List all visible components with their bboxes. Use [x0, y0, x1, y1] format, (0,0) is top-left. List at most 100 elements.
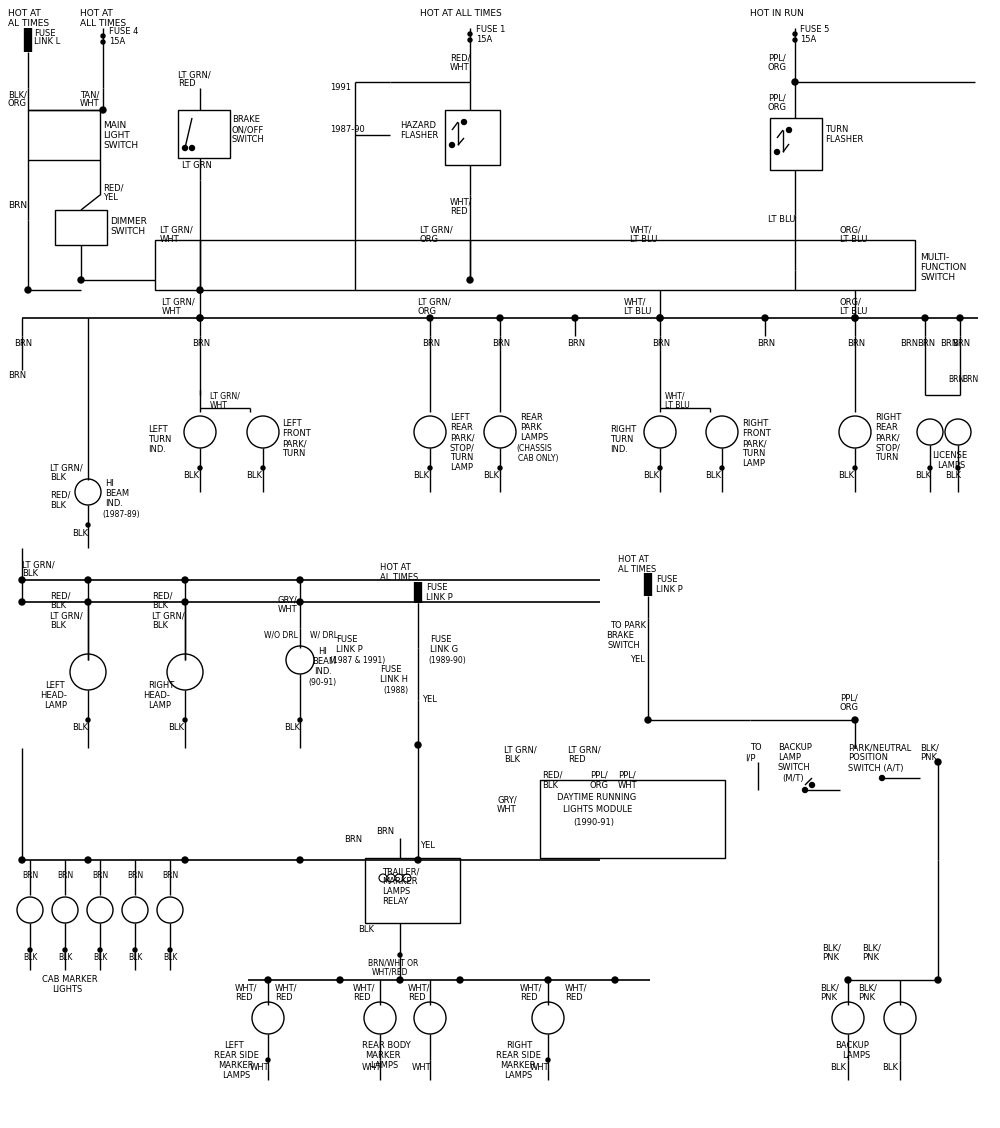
Text: BRN: BRN	[847, 340, 865, 349]
Circle shape	[364, 1002, 396, 1034]
Text: LT GRN/: LT GRN/	[160, 226, 193, 235]
Text: BRN: BRN	[757, 340, 775, 349]
Circle shape	[853, 466, 857, 470]
Text: HI: HI	[318, 647, 327, 656]
Bar	[445, 111, 500, 165]
Text: FUSE: FUSE	[656, 575, 678, 584]
Text: RED: RED	[568, 756, 586, 765]
Text: WHT: WHT	[530, 1064, 550, 1073]
Text: FUSE: FUSE	[380, 666, 402, 675]
Circle shape	[414, 1002, 446, 1034]
Circle shape	[265, 977, 271, 982]
Text: LAMPS: LAMPS	[370, 1061, 398, 1070]
Circle shape	[17, 897, 43, 923]
Circle shape	[922, 315, 928, 321]
Circle shape	[266, 1058, 270, 1061]
Text: TAN/: TAN/	[80, 90, 99, 99]
Text: LT GRN/: LT GRN/	[178, 70, 211, 79]
Circle shape	[645, 717, 651, 723]
Circle shape	[546, 1058, 550, 1061]
Circle shape	[928, 466, 932, 470]
Text: SWITCH: SWITCH	[103, 141, 138, 150]
Text: HEAD-: HEAD-	[143, 690, 170, 699]
Text: LT GRN/: LT GRN/	[22, 561, 55, 570]
Text: WHT: WHT	[160, 236, 180, 245]
Text: GRY/: GRY/	[497, 795, 517, 804]
Text: FUNCTION: FUNCTION	[920, 264, 966, 273]
Text: YEL: YEL	[422, 696, 437, 705]
Circle shape	[197, 287, 203, 293]
Circle shape	[379, 874, 387, 882]
Text: BLK/: BLK/	[920, 743, 939, 752]
Text: LINK L: LINK L	[34, 37, 60, 46]
Text: CAB ONLY): CAB ONLY)	[518, 453, 558, 462]
Bar	[55, 210, 107, 245]
Text: 15A: 15A	[109, 36, 125, 45]
Text: RED/: RED/	[103, 184, 124, 193]
Text: PNK: PNK	[862, 953, 879, 962]
Circle shape	[184, 416, 216, 448]
Text: HOT AT: HOT AT	[380, 564, 411, 573]
Text: WHT: WHT	[278, 606, 298, 615]
Circle shape	[298, 719, 302, 722]
Text: WHT: WHT	[80, 99, 100, 108]
Text: LIGHTS MODULE: LIGHTS MODULE	[563, 805, 632, 814]
Circle shape	[852, 717, 858, 723]
Text: BRN: BRN	[900, 340, 918, 349]
Circle shape	[100, 107, 106, 113]
Text: MAIN: MAIN	[103, 122, 126, 131]
Text: BLK: BLK	[72, 723, 88, 731]
Circle shape	[467, 277, 473, 283]
Text: MARKER: MARKER	[382, 878, 418, 887]
Text: WHT: WHT	[497, 805, 517, 814]
Text: LT BLU: LT BLU	[665, 402, 690, 411]
Text: TO: TO	[750, 743, 762, 752]
Circle shape	[387, 874, 395, 882]
Text: WHT/: WHT/	[450, 197, 473, 206]
Text: MARKER: MARKER	[218, 1060, 254, 1069]
Text: RED: RED	[450, 206, 468, 215]
Circle shape	[427, 315, 433, 321]
Circle shape	[468, 32, 472, 36]
Text: AL TIMES: AL TIMES	[380, 573, 418, 582]
Text: BRN: BRN	[652, 340, 670, 349]
Circle shape	[792, 267, 798, 273]
Text: RIGHT: RIGHT	[742, 420, 768, 429]
Text: WHT/: WHT/	[408, 984, 430, 993]
Text: HOT AT: HOT AT	[8, 9, 41, 18]
Text: IND.: IND.	[105, 500, 123, 509]
Text: FUSE: FUSE	[430, 635, 452, 644]
Text: RED: RED	[178, 79, 196, 88]
Text: RED/: RED/	[450, 53, 471, 62]
Text: ORG: ORG	[8, 99, 27, 108]
Circle shape	[484, 416, 516, 448]
Text: FRONT: FRONT	[282, 430, 311, 439]
Circle shape	[762, 315, 768, 321]
Circle shape	[168, 948, 172, 952]
Text: PNK: PNK	[920, 754, 937, 763]
Text: PARK: PARK	[520, 423, 542, 432]
Text: BACKUP: BACKUP	[835, 1040, 869, 1049]
Circle shape	[297, 857, 303, 863]
Text: LT BLU: LT BLU	[840, 307, 867, 316]
Circle shape	[247, 416, 279, 448]
Circle shape	[793, 32, 797, 36]
Circle shape	[101, 34, 105, 38]
Text: POSITION: POSITION	[848, 754, 888, 763]
Text: LINK P: LINK P	[426, 593, 453, 602]
Text: LAMPS: LAMPS	[504, 1070, 532, 1079]
Text: LT GRN/: LT GRN/	[418, 298, 451, 307]
Text: BLK/: BLK/	[8, 90, 27, 99]
Text: DIMMER: DIMMER	[110, 217, 147, 226]
Text: RIGHT: RIGHT	[875, 414, 901, 423]
Text: TURN: TURN	[742, 449, 765, 458]
Text: LT BLU: LT BLU	[630, 236, 657, 245]
Text: HAZARD: HAZARD	[400, 121, 436, 130]
Circle shape	[397, 977, 403, 982]
Text: PNK: PNK	[858, 994, 875, 1003]
Text: WHT/: WHT/	[565, 984, 588, 993]
Bar	[28, 111, 100, 160]
Text: (1987-89): (1987-89)	[102, 510, 140, 519]
Text: BRN: BRN	[344, 836, 362, 845]
Circle shape	[852, 315, 858, 321]
